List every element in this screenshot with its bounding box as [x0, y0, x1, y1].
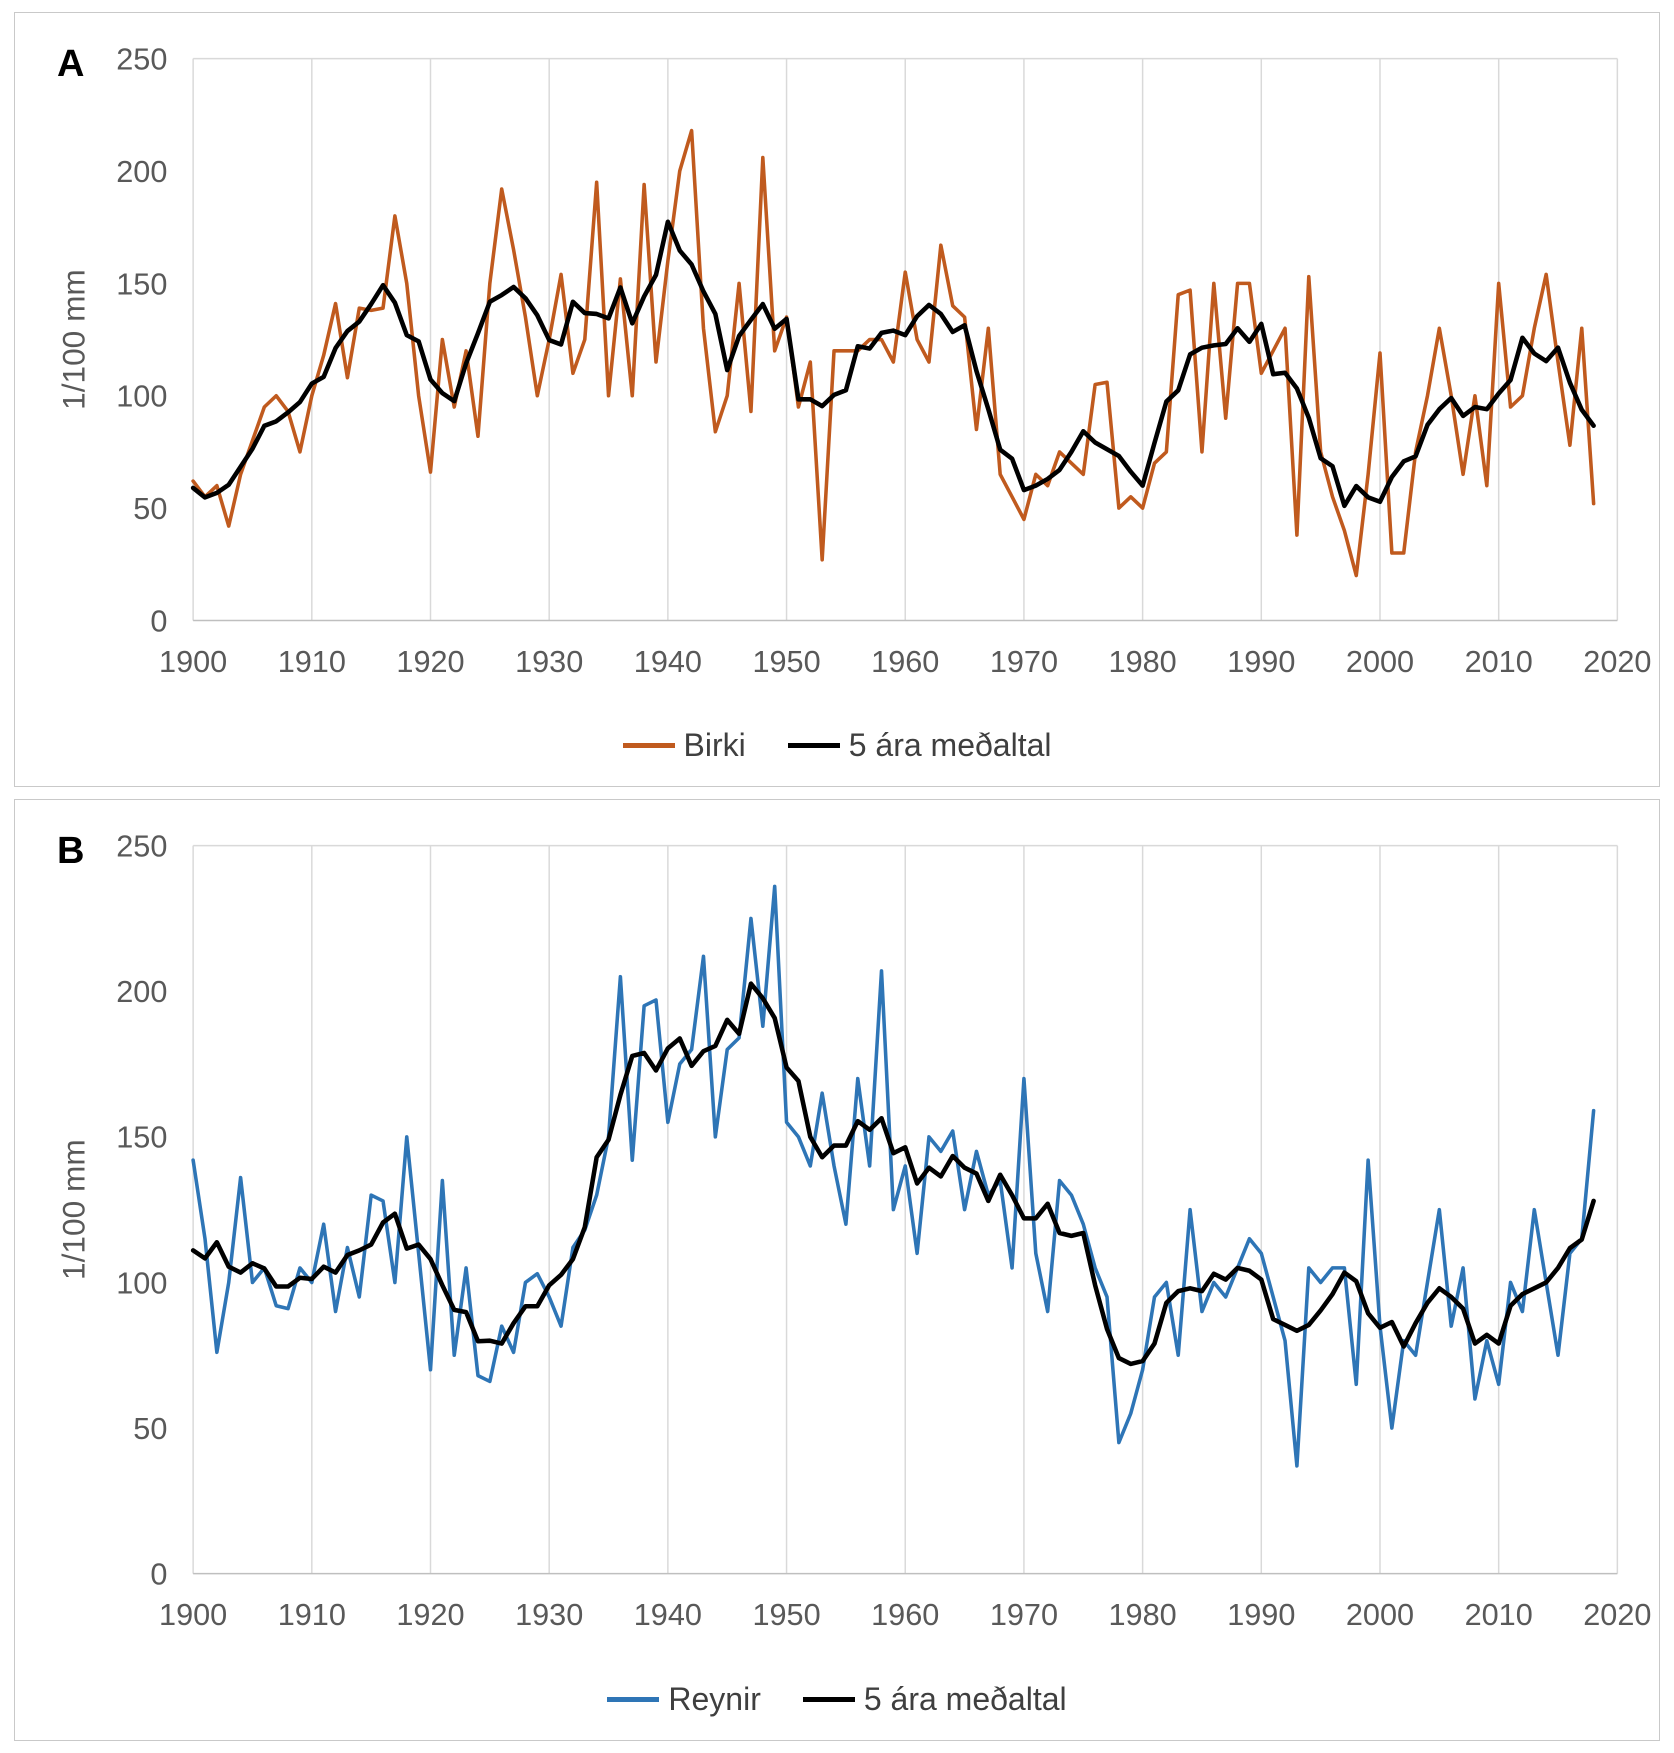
x-tick-label: 2000: [1346, 1598, 1414, 1632]
y-tick-label: 200: [116, 155, 167, 189]
x-tick-label: 1950: [752, 645, 820, 679]
series-line-moving-average: [190, 219, 1596, 509]
legend-swatch-reynir: [607, 1696, 660, 1702]
series-line-birki: [191, 128, 1596, 578]
x-tick-label: 2010: [1465, 1598, 1533, 1632]
x-tick-label: 1930: [515, 645, 583, 679]
x-tick-label: 1990: [1227, 1598, 1295, 1632]
legend-item-reynir[interactable]: Reynir: [607, 1680, 761, 1718]
x-tick-label: 1990: [1227, 645, 1295, 679]
x-tick-label: 2020: [1583, 645, 1651, 679]
legend-label-moving-average-a: 5 ára meðaltal: [848, 727, 1052, 764]
x-tick-label: 1930: [515, 1598, 583, 1632]
panel-b-label: B: [57, 830, 85, 873]
x-tick-label: 1960: [871, 645, 939, 679]
panel-b: B 1900 1910 1920 1930 1940 1950 1960 1970 1980 19…: [14, 799, 1660, 1741]
legend-a: Birki 5 ára meðaltal: [23, 727, 1651, 764]
x-tick-label: 1940: [634, 645, 702, 679]
x-tick-label: 2020: [1583, 1598, 1651, 1632]
x-tick-label: 1910: [278, 645, 346, 679]
y-axis-label: 1/100 mm: [55, 269, 91, 410]
y-tick-label: 250: [116, 830, 167, 864]
x-tick-label: 1900: [159, 1598, 227, 1632]
panel-a: A 1900 1910 1920 1930 1940 1950 1960 1970 1980 19…: [14, 12, 1660, 788]
y-axis-label: 1/100 mm: [55, 1140, 91, 1281]
series-line-reynir: [191, 884, 1596, 1469]
x-tick-label: 1920: [396, 645, 464, 679]
x-tick-label: 1980: [1109, 645, 1177, 679]
legend-item-moving-average-b[interactable]: 5 ára meðaltal: [802, 1680, 1067, 1718]
y-tick-label: 200: [116, 975, 167, 1009]
legend-label-birki: Birki: [683, 727, 746, 764]
y-tick-label: 50: [133, 1412, 167, 1446]
x-tick-label: 2000: [1346, 645, 1414, 679]
y-tick-label: 0: [150, 604, 167, 638]
legend-label-moving-average-b: 5 ára meðaltal: [863, 1680, 1067, 1717]
x-tick-label: 1950: [752, 1598, 820, 1632]
y-tick-label: 0: [150, 1558, 167, 1592]
panel-a-label: A: [57, 43, 85, 85]
x-tick-label: 2010: [1465, 645, 1533, 679]
x-tick-label: 1920: [396, 1598, 464, 1632]
y-tick-label: 100: [116, 1267, 167, 1301]
chart-canvas-a: 1900 1910 1920 1930 1940 1950 1960 1970 1980 1990…: [55, 43, 1651, 679]
legend-swatch-birki: [622, 743, 675, 749]
x-tick-label: 1970: [990, 645, 1058, 679]
x-tick-label: 1940: [634, 1598, 702, 1632]
x-tick-label: 1900: [159, 645, 227, 679]
legend-swatch-moving-average-a: [787, 743, 840, 749]
y-tick-label: 250: [116, 43, 167, 77]
y-tick-label: 100: [116, 380, 167, 414]
legend-item-birki[interactable]: Birki: [622, 727, 746, 764]
series-line-moving-average: [190, 981, 1596, 1367]
legend-b: Reynir 5 ára meðaltal: [23, 1681, 1651, 1718]
y-tick-label: 50: [133, 492, 167, 526]
chart-canvas-b: 1900 1910 1920 1930 1940 1950 1960 1970 1980 1990…: [55, 830, 1651, 1632]
x-tick-label: 1910: [278, 1598, 346, 1632]
x-tick-label: 1970: [990, 1598, 1058, 1632]
x-tick-label: 1960: [871, 1598, 939, 1632]
legend-swatch-moving-average-b: [802, 1696, 855, 1702]
y-tick-label: 150: [116, 267, 167, 301]
legend-item-moving-average-a[interactable]: 5 ára meðaltal: [787, 727, 1052, 764]
x-tick-label: 1980: [1109, 1598, 1177, 1632]
y-tick-label: 150: [116, 1121, 167, 1155]
legend-label-reynir: Reynir: [668, 1680, 761, 1717]
